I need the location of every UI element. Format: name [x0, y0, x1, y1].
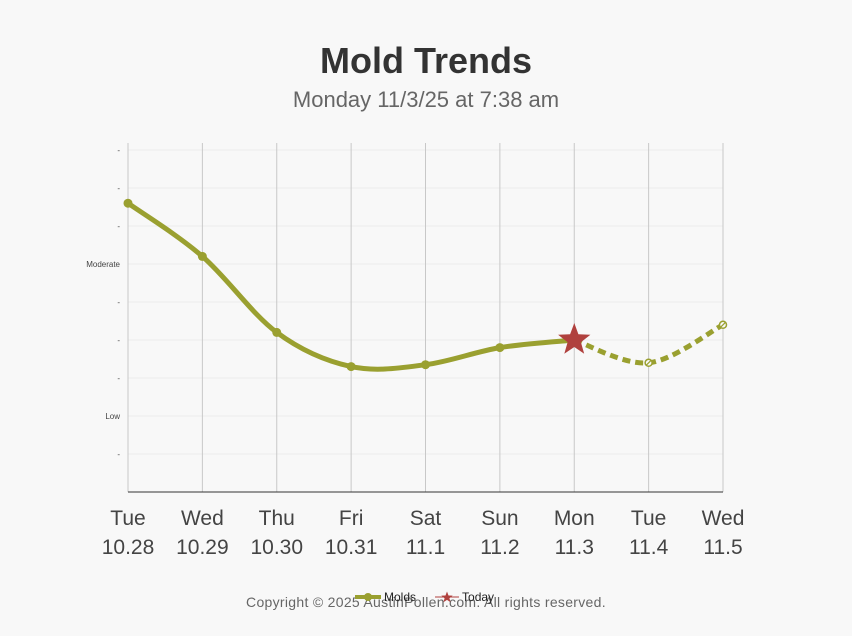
- legend-item-molds[interactable]: Molds: [354, 590, 416, 604]
- x-tick-day: Tue: [110, 507, 145, 530]
- x-tick-date: 10.31: [325, 536, 378, 559]
- legend-label-today: Today: [462, 590, 495, 604]
- x-tick-date: 11.5: [703, 536, 742, 559]
- data-point: [495, 343, 505, 353]
- data-point-hatch: [645, 359, 652, 366]
- x-tick-date: 10.28: [102, 536, 155, 559]
- chart-legend: Molds Today: [354, 589, 512, 605]
- y-tick-label: -: [117, 184, 120, 193]
- x-tick-day: Sat: [410, 507, 442, 530]
- x-tick-day: Mon: [554, 507, 595, 530]
- data-point: [346, 362, 356, 372]
- legend-label-molds: Molds: [384, 590, 417, 604]
- x-tick-date: 11.2: [480, 536, 519, 559]
- y-tick-label: -: [117, 336, 120, 345]
- data-point: [197, 251, 207, 261]
- y-tick-label: -: [117, 222, 120, 231]
- y-tick-label: -: [117, 146, 120, 155]
- x-tick-day: Wed: [181, 507, 224, 530]
- today-star-marker: [558, 323, 591, 354]
- chart-title: Mold Trends: [319, 40, 532, 81]
- x-tick-date: 10.30: [250, 536, 303, 559]
- x-tick-day: Tue: [631, 507, 666, 530]
- x-tick-day: Wed: [702, 507, 745, 530]
- x-tick-date: 10.29: [176, 536, 229, 559]
- line-dot-icon: [355, 593, 381, 601]
- data-point-hatch: [720, 321, 726, 328]
- y-tick-label: -: [117, 374, 120, 383]
- y-tick-label: -: [117, 298, 120, 307]
- data-point: [272, 327, 282, 337]
- copyright-notice: Copyright © 2025 AustinPollen.com. All r…: [246, 594, 606, 610]
- data-point: [421, 360, 430, 370]
- y-tick-label: Moderate: [86, 260, 120, 269]
- x-tick-day: Thu: [259, 507, 295, 530]
- chart-subtitle: Monday 11/3/25 at 7:38 am: [292, 87, 560, 112]
- x-tick-day: Fri: [339, 507, 364, 530]
- x-tick-day: Sun: [481, 507, 518, 530]
- legend-item-today[interactable]: Today: [434, 590, 494, 604]
- y-tick-label: Low: [105, 412, 120, 421]
- y-tick-label: -: [117, 450, 120, 459]
- x-tick-date: 11.1: [406, 536, 445, 559]
- star-icon: [435, 591, 460, 603]
- x-tick-date: 11.3: [555, 536, 594, 559]
- data-point: [123, 198, 133, 208]
- x-tick-date: 11.4: [629, 536, 669, 559]
